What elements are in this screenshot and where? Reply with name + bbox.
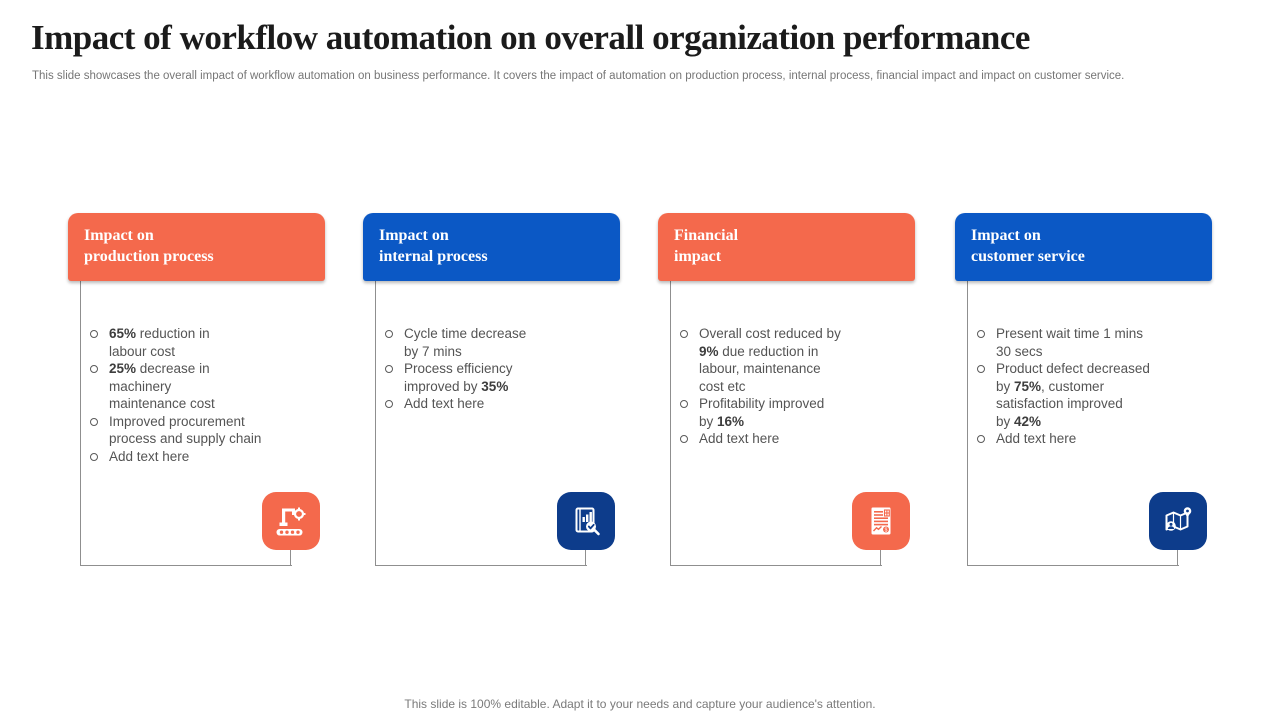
slide-subtitle: This slide showcases the overall impact … xyxy=(32,70,1125,82)
card-title: Impact on production process xyxy=(84,227,214,265)
bullet-text: Profitability improved by 16% xyxy=(699,396,825,429)
card-frame-line xyxy=(375,281,587,566)
bullet-item: Profitability improved by 16% xyxy=(680,395,892,430)
bullet-marker xyxy=(90,452,98,461)
bullet-text: Add text here xyxy=(109,448,190,464)
bullet-text: Add text here xyxy=(996,431,1077,446)
bullet-marker xyxy=(90,417,98,426)
card-frame-line xyxy=(967,281,1179,566)
impact-card-1: Impact on production process 65% reducti… xyxy=(68,213,325,566)
card-header: Impact on production process xyxy=(68,213,325,281)
bullet-text: Cycle time decrease by 7 mins xyxy=(404,326,527,359)
bullet-marker xyxy=(977,365,985,373)
icon-connector-line xyxy=(880,550,881,565)
impact-card-3: Financial impact Overall cost reduced by… xyxy=(658,213,915,566)
bullet-item: Present wait time 1 mins 30 secs xyxy=(977,325,1189,360)
bullet-item: Add text here xyxy=(680,430,892,448)
bullet-list: 65% reduction in labour cost 25% decrease… xyxy=(90,325,302,465)
page-title: Impact of workflow automation on overall… xyxy=(31,18,1030,57)
bullet-item: Add text here xyxy=(977,430,1189,448)
bullet-marker xyxy=(680,435,688,443)
bullet-list: Cycle time decrease by 7 mins Process eff… xyxy=(385,325,597,413)
card-header: Financial impact xyxy=(658,213,915,281)
bullet-text: Improved procurement process and supply … xyxy=(109,413,262,447)
card-frame-line xyxy=(670,281,882,566)
bullet-item: Overall cost reduced by 9% due reduction… xyxy=(680,325,892,395)
map-location-icon xyxy=(1149,492,1207,550)
report-magnifier-icon xyxy=(557,492,615,550)
bullet-text: Process efficiency improved by 35% xyxy=(404,361,513,394)
bullet-marker xyxy=(977,435,985,443)
bullet-marker xyxy=(977,330,985,338)
bullet-list: Overall cost reduced by 9% due reduction… xyxy=(680,325,892,448)
bullet-item: Add text here xyxy=(385,395,597,413)
bullet-item: Improved procurement process and supply … xyxy=(90,413,302,448)
bullet-item: Cycle time decrease by 7 mins xyxy=(385,325,597,360)
svg-text:$: $ xyxy=(885,527,888,533)
bullet-marker xyxy=(385,330,393,338)
bullet-text: 25% decrease in machinery maintenance co… xyxy=(109,361,215,411)
bullet-text: Add text here xyxy=(699,431,780,446)
bullet-text: Product defect decreased by 75%, custome… xyxy=(996,361,1150,429)
bullet-item: Product defect decreased by 75%, custome… xyxy=(977,360,1189,430)
bullet-item: Add text here xyxy=(90,448,302,466)
bullet-text: Add text here xyxy=(404,396,485,411)
bullet-text: 65% reduction in labour cost xyxy=(109,326,210,359)
bullet-marker xyxy=(680,400,688,408)
bullet-marker xyxy=(385,365,393,373)
bullet-item: Process efficiency improved by 35% xyxy=(385,360,597,395)
card-header: Impact on internal process xyxy=(363,213,620,281)
icon-connector-line xyxy=(1177,550,1178,565)
bullet-text: Present wait time 1 mins 30 secs xyxy=(996,326,1144,359)
footer-note: This slide is 100% editable. Adapt it to… xyxy=(404,697,876,711)
card-header: Impact on customer service xyxy=(955,213,1212,281)
bullet-list: Present wait time 1 mins 30 secs Product … xyxy=(977,325,1189,448)
icon-connector-line xyxy=(585,550,586,565)
bullet-marker xyxy=(385,400,393,408)
bullet-marker xyxy=(680,330,688,338)
impact-card-2: Impact on internal process Cycle time de… xyxy=(363,213,620,566)
card-frame-line xyxy=(80,281,292,566)
card-title: Impact on customer service xyxy=(971,227,1085,265)
card-title: Financial impact xyxy=(674,227,739,265)
bullet-text: Overall cost reduced by 9% due reduction… xyxy=(699,326,841,394)
bullet-item: 25% decrease in machinery maintenance co… xyxy=(90,360,302,413)
bullet-item: 65% reduction in labour cost xyxy=(90,325,302,360)
card-title: Impact on internal process xyxy=(379,227,488,265)
robotic-arm-icon xyxy=(262,492,320,550)
bullet-marker xyxy=(90,330,98,338)
impact-card-4: Impact on customer service Present wait … xyxy=(955,213,1212,566)
bullet-marker xyxy=(90,365,98,373)
icon-connector-line xyxy=(290,550,291,565)
financial-report-icon: $ xyxy=(852,492,910,550)
